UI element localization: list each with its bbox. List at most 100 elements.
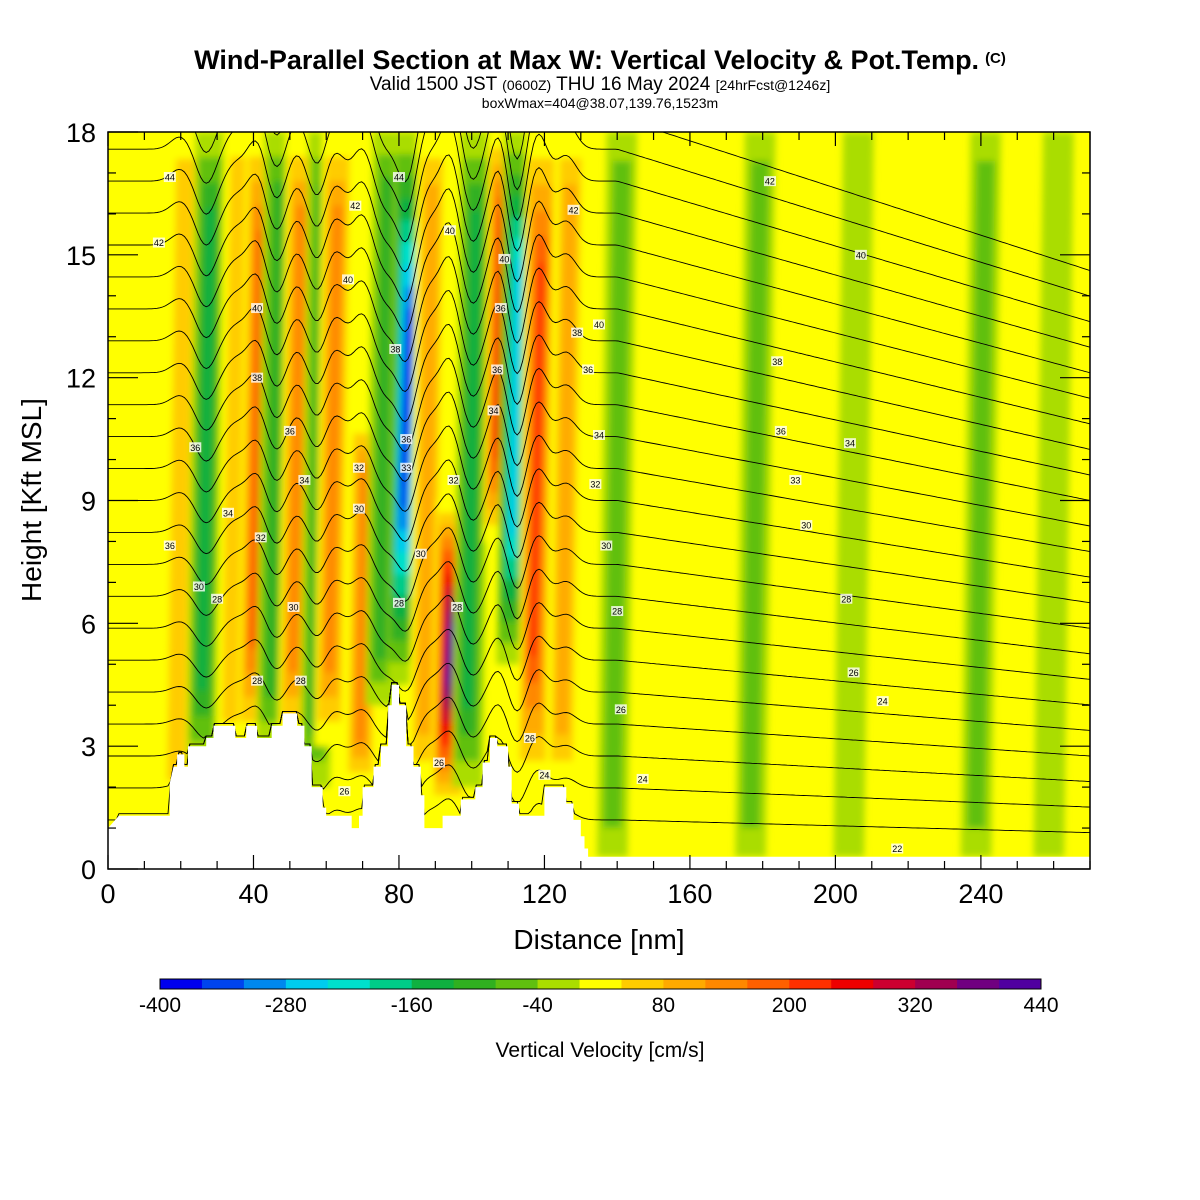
contour-label: 28 (611, 606, 624, 617)
svg-text:38: 38 (252, 373, 262, 383)
colorbar-cell (579, 979, 622, 989)
contour-label: 22 (891, 843, 904, 854)
svg-text:28: 28 (612, 607, 622, 617)
svg-text:24: 24 (878, 697, 888, 707)
velocity-band-level (1033, 132, 1074, 857)
contour-label: 40 (854, 249, 867, 260)
contour-label: 34 (593, 429, 605, 440)
colorbar-tick-label: 320 (898, 994, 933, 1017)
svg-text:26: 26 (339, 787, 349, 797)
contour-label: 36 (400, 434, 413, 445)
svg-text:36: 36 (165, 541, 175, 551)
contour-label: 26 (338, 786, 351, 797)
contour-label: 34 (843, 438, 856, 449)
svg-text:40: 40 (499, 254, 509, 264)
contour-label: 44 (163, 172, 176, 183)
contour-label: 26 (614, 704, 627, 715)
contour-label: 36 (283, 425, 296, 436)
colorbar-cell (285, 979, 329, 989)
velocity-band-level (462, 210, 482, 709)
contour-label: 36 (491, 364, 504, 375)
contour-label: 36 (582, 364, 595, 375)
contour-label: 30 (287, 601, 300, 612)
svg-text:30: 30 (194, 582, 204, 592)
colorbar-tick-label: -280 (265, 994, 307, 1017)
velocity-band-level (833, 132, 874, 857)
svg-text:32: 32 (590, 480, 600, 490)
svg-text:38: 38 (390, 345, 400, 355)
theta-contour-line (108, 357, 1090, 501)
contour-label: 28 (451, 601, 464, 612)
theta-contour-line (108, 628, 1090, 706)
contour-label: 40 (251, 303, 264, 314)
svg-text:28: 28 (212, 594, 222, 604)
contour-label: 32 (589, 479, 602, 490)
theta-contour-line (108, 154, 1090, 348)
valid-time-prefix: Valid 1500 JST (369, 74, 497, 95)
velocity-band-level (508, 259, 522, 537)
svg-text:40: 40 (594, 320, 604, 330)
theta-contour-line (108, 132, 1090, 297)
svg-text:30: 30 (288, 602, 298, 612)
velocity-band (633, 132, 674, 857)
svg-text:30: 30 (601, 541, 611, 551)
contour-label: 33 (400, 462, 413, 473)
svg-text:36: 36 (496, 304, 506, 314)
svg-text:34: 34 (594, 430, 604, 440)
velocity-band (597, 132, 638, 857)
x-axis-title: Distance [nm] (513, 924, 684, 955)
y-tick-label: 15 (66, 241, 96, 271)
contour-label: 24 (876, 696, 889, 707)
colorbar-cells (159, 978, 1042, 990)
chart-title: Wind-Parallel Section at Max W: Vertical… (0, 44, 1200, 75)
valid-time-utc: (0600Z) (502, 77, 552, 93)
contour-label: 30 (192, 581, 205, 592)
contour-label: 38 (389, 344, 402, 355)
plot-area: 44 42 42 40 40 38 36 36 34 34 32 30 32 36 30 28 30 28 28 26… (16, 118, 1091, 955)
colorbar-tick-label: 440 (1023, 994, 1058, 1017)
contour-label: 28 (840, 593, 853, 604)
contour-label: 32 (352, 462, 365, 473)
x-tick-label: 200 (813, 879, 858, 909)
velocity-band (186, 132, 226, 767)
svg-text:28: 28 (394, 598, 404, 608)
theta-contour-line (108, 527, 1090, 629)
svg-text:26: 26 (434, 758, 444, 768)
svg-text:30: 30 (416, 549, 426, 559)
svg-text:26: 26 (616, 705, 626, 715)
velocity-band (833, 132, 874, 857)
colorbar-cell (243, 979, 287, 989)
colorbar-cell (957, 979, 1000, 989)
svg-text:24: 24 (638, 774, 648, 784)
contour-label: 40 (593, 319, 605, 330)
svg-text:38: 38 (772, 357, 782, 367)
velocity-band (517, 132, 557, 788)
velocity-band-level (529, 263, 546, 657)
y-tick-label: 9 (81, 487, 96, 517)
velocity-band-level (445, 623, 455, 685)
colorbar-cell (160, 979, 203, 989)
contour-label: 36 (189, 442, 202, 453)
velocity-band (1033, 132, 1074, 857)
svg-text:44: 44 (394, 173, 404, 183)
y-tick-label: 18 (66, 118, 96, 148)
svg-text:36: 36 (492, 365, 502, 375)
contour-label: 44 (392, 172, 405, 183)
velocity-band-level (400, 330, 413, 486)
colorbar-cell (747, 979, 790, 989)
colorbar-tick-label: -400 (139, 994, 181, 1017)
contour-label: 42 (567, 204, 580, 215)
colorbar-cell (873, 979, 916, 989)
svg-text:32: 32 (256, 533, 266, 543)
velocity-band-level (555, 184, 578, 735)
contour-label: 38 (771, 356, 784, 367)
y-tick-label: 12 (66, 364, 96, 394)
svg-text:33: 33 (401, 463, 411, 473)
svg-text:34: 34 (845, 439, 855, 449)
colorbar-tick-label: 200 (772, 994, 807, 1017)
colorbar-tick-label: -40 (522, 994, 552, 1017)
theta-contour-line (108, 132, 1090, 323)
svg-text:42: 42 (765, 177, 775, 187)
